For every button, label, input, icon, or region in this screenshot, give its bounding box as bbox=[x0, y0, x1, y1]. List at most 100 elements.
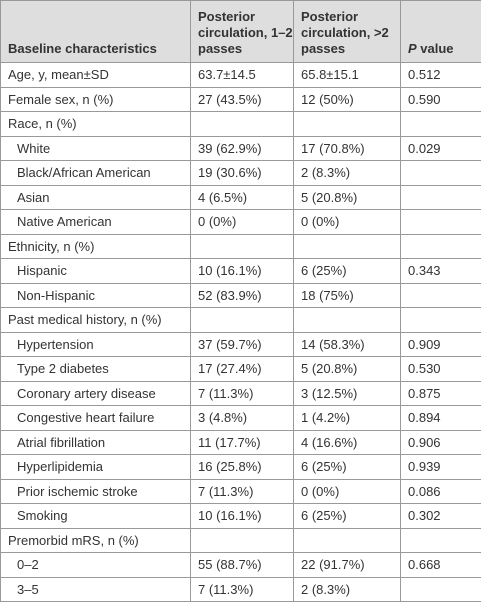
row-label: Type 2 diabetes bbox=[0, 356, 191, 382]
table-row: Native American 0 (0%) 0 (0%) bbox=[0, 209, 481, 235]
table-row: Asian 4 (6.5%) 5 (20.8%) bbox=[0, 184, 481, 210]
cell: 0.668 bbox=[400, 552, 481, 578]
table-row: Black/African American 19 (30.6%) 2 (8.3%) bbox=[0, 160, 481, 186]
cell: 0.302 bbox=[400, 503, 481, 529]
header-cell: Posterior circulation, 1–2 passes bbox=[190, 0, 294, 63]
group-label: Race, n (%) bbox=[0, 111, 191, 137]
row-label: Non-Hispanic bbox=[0, 282, 191, 308]
row-label: Native American bbox=[0, 209, 191, 235]
row-label: 3–5 bbox=[0, 576, 191, 602]
row-label: Atrial fibrillation bbox=[0, 429, 191, 455]
table-row: 3–5 7 (11.3%) 2 (8.3%) bbox=[0, 576, 481, 602]
cell: 2 (8.3%) bbox=[293, 160, 401, 186]
cell: 14 (58.3%) bbox=[293, 331, 401, 357]
table-row: Non-Hispanic 52 (83.9%) 18 (75%) bbox=[0, 282, 481, 308]
cell bbox=[400, 184, 481, 210]
cell bbox=[190, 307, 294, 333]
cell: 6 (25%) bbox=[293, 454, 401, 480]
cell: 55 (88.7%) bbox=[190, 552, 294, 578]
table-body: Age, y, mean±SD 63.7±14.5 65.8±15.1 0.512 Fe… bbox=[0, 62, 481, 602]
group-row: Past medical history, n (%) bbox=[0, 307, 481, 333]
header-row: Baseline characteristics Posterior circul… bbox=[0, 0, 481, 63]
cell: 3 (12.5%) bbox=[293, 380, 401, 406]
cell: 0.029 bbox=[400, 135, 481, 161]
cell: 0.530 bbox=[400, 356, 481, 382]
cell: 7 (11.3%) bbox=[190, 380, 294, 406]
table-row: Type 2 diabetes 17 (27.4%) 5 (20.8%) 0.530 bbox=[0, 356, 481, 382]
row-label: Congestive heart failure bbox=[0, 405, 191, 431]
cell: 10 (16.1%) bbox=[190, 258, 294, 284]
cell bbox=[190, 111, 294, 137]
cell bbox=[293, 527, 401, 553]
table-row: Congestive heart failure 3 (4.8%) 1 (4.2%)… bbox=[0, 405, 481, 431]
cell bbox=[190, 527, 294, 553]
cell: 22 (91.7%) bbox=[293, 552, 401, 578]
cell: 0.343 bbox=[400, 258, 481, 284]
cell: 0.939 bbox=[400, 454, 481, 480]
cell: 6 (25%) bbox=[293, 258, 401, 284]
cell: 7 (11.3%) bbox=[190, 576, 294, 602]
cell: 5 (20.8%) bbox=[293, 184, 401, 210]
table-row: Atrial fibrillation 11 (17.7%) 4 (16.6%) 0.… bbox=[0, 429, 481, 455]
cell: 12 (50%) bbox=[293, 86, 401, 112]
cell: 17 (27.4%) bbox=[190, 356, 294, 382]
group-row: Premorbid mRS, n (%) bbox=[0, 527, 481, 553]
cell: 0.512 bbox=[400, 62, 481, 88]
row-label: Black/African American bbox=[0, 160, 191, 186]
cell: 16 (25.8%) bbox=[190, 454, 294, 480]
cell bbox=[400, 282, 481, 308]
row-label: Age, y, mean±SD bbox=[0, 62, 191, 88]
table-row: Age, y, mean±SD 63.7±14.5 65.8±15.1 0.512 bbox=[0, 62, 481, 88]
row-label: Hispanic bbox=[0, 258, 191, 284]
row-label: Female sex, n (%) bbox=[0, 86, 191, 112]
table-row: 0–2 55 (88.7%) 22 (91.7%) 0.668 bbox=[0, 552, 481, 578]
cell: 0.590 bbox=[400, 86, 481, 112]
cell: 18 (75%) bbox=[293, 282, 401, 308]
row-label: Hypertension bbox=[0, 331, 191, 357]
cell: 4 (16.6%) bbox=[293, 429, 401, 455]
header-cell: P value bbox=[400, 0, 481, 63]
cell bbox=[293, 111, 401, 137]
cell: 2 (8.3%) bbox=[293, 576, 401, 602]
table-row: Prior ischemic stroke 7 (11.3%) 0 (0%) 0.08… bbox=[0, 478, 481, 504]
cell: 0.875 bbox=[400, 380, 481, 406]
row-label: White bbox=[0, 135, 191, 161]
group-label: Premorbid mRS, n (%) bbox=[0, 527, 191, 553]
group-row: Race, n (%) bbox=[0, 111, 481, 137]
cell: 0 (0%) bbox=[190, 209, 294, 235]
cell: 0.894 bbox=[400, 405, 481, 431]
table-row: Hypertension 37 (59.7%) 14 (58.3%) 0.909 bbox=[0, 331, 481, 357]
table-row: White 39 (62.9%) 17 (70.8%) 0.029 bbox=[0, 135, 481, 161]
cell: 0 (0%) bbox=[293, 209, 401, 235]
table-row: Coronary artery disease 7 (11.3%) 3 (12.5%… bbox=[0, 380, 481, 406]
cell bbox=[400, 160, 481, 186]
cell: 39 (62.9%) bbox=[190, 135, 294, 161]
row-label: Hyperlipidemia bbox=[0, 454, 191, 480]
cell: 4 (6.5%) bbox=[190, 184, 294, 210]
cell bbox=[400, 527, 481, 553]
cell: 7 (11.3%) bbox=[190, 478, 294, 504]
cell bbox=[400, 233, 481, 259]
cell: 10 (16.1%) bbox=[190, 503, 294, 529]
cell: 1 (4.2%) bbox=[293, 405, 401, 431]
table-row: Smoking 10 (16.1%) 6 (25%) 0.302 bbox=[0, 503, 481, 529]
cell: 63.7±14.5 bbox=[190, 62, 294, 88]
cell: 0.906 bbox=[400, 429, 481, 455]
cell bbox=[400, 576, 481, 602]
group-label: Past medical history, n (%) bbox=[0, 307, 191, 333]
cell bbox=[400, 307, 481, 333]
cell bbox=[400, 111, 481, 137]
row-label: Smoking bbox=[0, 503, 191, 529]
row-label: Prior ischemic stroke bbox=[0, 478, 191, 504]
row-label: 0–2 bbox=[0, 552, 191, 578]
cell bbox=[293, 307, 401, 333]
cell: 52 (83.9%) bbox=[190, 282, 294, 308]
group-label: Ethnicity, n (%) bbox=[0, 233, 191, 259]
cell: 17 (70.8%) bbox=[293, 135, 401, 161]
table-row: Hyperlipidemia 16 (25.8%) 6 (25%) 0.939 bbox=[0, 454, 481, 480]
header-cell: Posterior circulation, >2 passes bbox=[293, 0, 401, 63]
cell: 37 (59.7%) bbox=[190, 331, 294, 357]
table-row: Female sex, n (%) 27 (43.5%) 12 (50%) 0.590 bbox=[0, 86, 481, 112]
cell: 27 (43.5%) bbox=[190, 86, 294, 112]
